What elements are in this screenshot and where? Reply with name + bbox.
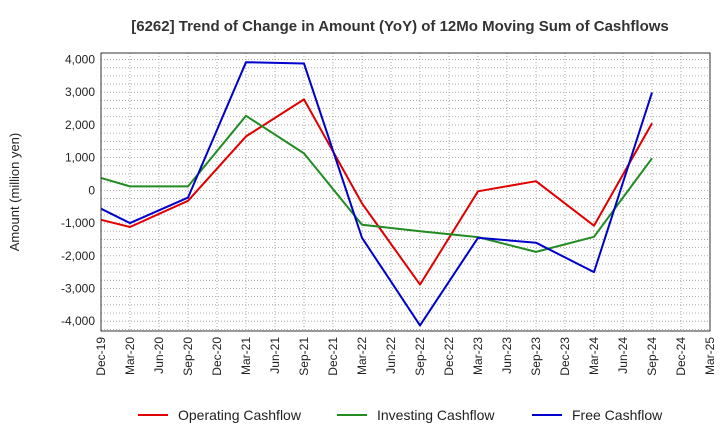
x-tick-label: Sep-21 (297, 337, 311, 376)
legend-label-investing-cashflow: Investing Cashflow (377, 407, 495, 423)
x-tick-label: Jun-23 (500, 337, 514, 374)
y-tick-label: -4,000 (61, 314, 95, 328)
x-tick-label: Dec-24 (674, 337, 688, 376)
chart-title: [6262] Trend of Change in Amount (YoY) o… (131, 18, 669, 35)
x-tick-label: Sep-22 (413, 337, 427, 376)
y-tick-label: 2,000 (65, 118, 95, 132)
y-tick-label: -2,000 (61, 249, 95, 263)
legend-label-operating-cashflow: Operating Cashflow (178, 407, 302, 423)
x-tick-label: Mar-20 (123, 337, 137, 375)
series-line-free-cashflow (100, 61, 653, 327)
x-tick-label: Dec-19 (94, 337, 108, 376)
x-tick-label: Jun-22 (384, 337, 398, 374)
x-tick-label: Jun-24 (616, 337, 630, 374)
x-tick-label: Mar-24 (587, 337, 601, 375)
x-tick-label: Mar-25 (703, 337, 717, 375)
y-tick-labels: 4,000 3,000 2,000 1,000 0 -1,000 -2,000 -3,000 -… (61, 53, 95, 329)
series-line-investing-cashflow (100, 114, 653, 253)
x-tick-label: Sep-24 (645, 337, 659, 376)
x-tick-label: Sep-20 (181, 337, 195, 376)
y-tick-label: 0 (88, 183, 95, 197)
y-tick-label: 1,000 (65, 151, 95, 165)
x-tick-label: Dec-21 (326, 337, 340, 376)
x-tick-label: Dec-22 (442, 337, 456, 376)
x-tick-label: Jun-20 (152, 337, 166, 374)
x-tick-label: Jun-21 (268, 337, 282, 374)
x-tick-label: Sep-23 (529, 337, 543, 376)
y-tick-label: 3,000 (65, 85, 95, 99)
x-tick-label: Mar-23 (471, 337, 485, 375)
legend-label-free-cashflow: Free Cashflow (572, 407, 663, 423)
x-tick-label: Mar-22 (355, 337, 369, 375)
y-tick-label: -1,000 (61, 216, 95, 230)
plot-border (100, 52, 711, 332)
y-axis-label: Amount (million yen) (7, 133, 22, 252)
series-layer (100, 61, 653, 327)
x-tick-labels: Dec-19 Mar-20 Jun-20 Sep-20 Dec-20 Mar-21 Jun-… (94, 337, 717, 376)
x-tick-label: Dec-23 (558, 337, 572, 376)
series-line-operating-cashflow (100, 98, 653, 286)
y-tick-label: -3,000 (61, 281, 95, 295)
plot-area (101, 53, 710, 331)
x-tick-label: Dec-20 (210, 337, 224, 376)
y-tick-label: 4,000 (65, 53, 95, 67)
grid-lines (100, 53, 711, 331)
legend: Operating Cashflow Investing Cashflow Free… (138, 407, 663, 423)
x-tick-label: Mar-21 (239, 337, 253, 375)
